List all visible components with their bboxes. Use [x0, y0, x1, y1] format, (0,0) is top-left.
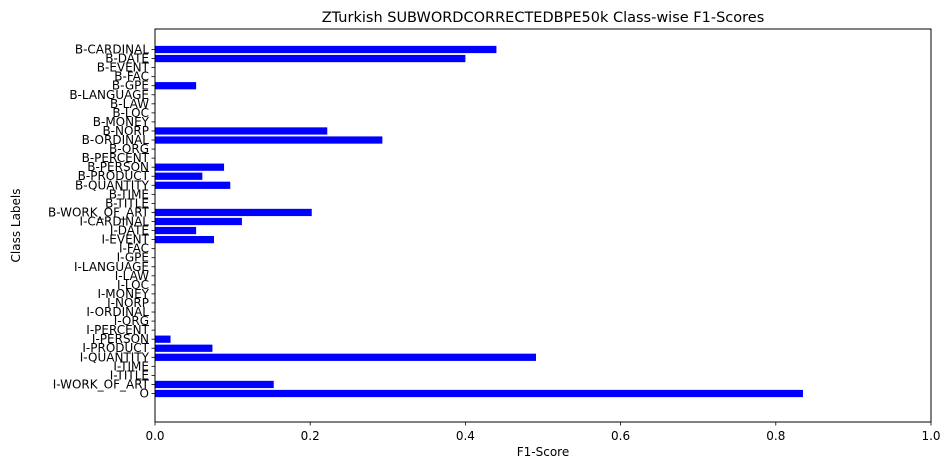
y-tick-label: I-QUANTITY [80, 350, 150, 364]
bar-b-norp [155, 127, 328, 135]
y-tick-label: I-EVENT [101, 233, 149, 247]
plot-frame [154, 28, 932, 423]
x-tick-label: 0.4 [456, 429, 475, 443]
y-tick-label: O [140, 387, 149, 401]
y-tick-label: B-LAW [110, 97, 149, 111]
y-tick-label: B-GPE [112, 79, 149, 93]
y-tick-label: I-PERCENT [86, 323, 149, 337]
y-tick-label: I-MONEY [97, 287, 149, 301]
y-tick-label: B-WORK_OF_ART [48, 205, 150, 219]
bar-b-ordinal [155, 136, 383, 144]
bar-i-date [155, 226, 197, 235]
y-tick-label: I-TIME [113, 359, 149, 373]
y-tick-label: I-GPE [117, 251, 149, 265]
y-tick-label: I-CARDINAL [80, 215, 150, 229]
y-tick-label: I-ORG [114, 314, 149, 328]
y-tick-label: I-PERSON [92, 332, 149, 346]
y-tick-label: I-NORP [107, 296, 149, 310]
y-tick-label: I-DATE [110, 224, 149, 238]
bar-b-person [155, 163, 225, 171]
x-tick-label: 0.0 [145, 429, 164, 443]
y-tick-label: I-TITLE [110, 368, 149, 382]
y-tick-label: B-LANGUAGE [69, 88, 149, 102]
bar-o [155, 389, 803, 398]
bar-i-product [155, 344, 213, 352]
y-tick-label: B-CARDINAL [75, 43, 149, 57]
bar-i-person [155, 335, 171, 343]
x-tick-label: 0.8 [766, 429, 785, 443]
bar-i-cardinal [155, 217, 242, 226]
bar-b-quantity [155, 181, 231, 189]
y-tick-label: I-FAC [119, 242, 149, 256]
y-tick-label: B-ORDINAL [82, 133, 150, 147]
y-tick-label: I-LAW [115, 269, 149, 283]
x-tick-label: 0.6 [611, 429, 630, 443]
bar-b-product [155, 172, 203, 180]
y-tick-label: B-TITLE [105, 196, 149, 210]
y-tick-label: B-FAC [114, 70, 149, 84]
y-tick-label: I-ORDINAL [86, 305, 149, 319]
y-tick-label: B-LOC [112, 106, 149, 120]
chart-title: ZTurkish SUBWORDCORRECTEDBPE50k Class-wi… [322, 10, 765, 26]
y-tick-label: B-MONEY [93, 115, 150, 129]
bar-b-date [155, 54, 466, 63]
bar-b-work_of_art [155, 208, 312, 217]
x-axis-label: F1-Score [517, 445, 569, 459]
y-tick-label: I-LOC [117, 278, 149, 292]
y-tick-label: B-PRODUCT [78, 169, 150, 183]
y-tick-label: B-PERCENT [82, 151, 150, 165]
bar-b-cardinal [155, 45, 497, 54]
y-tick-label: B-PERSON [87, 160, 149, 174]
x-tick-label: 1.0 [921, 429, 940, 443]
x-tick-label: 0.2 [301, 429, 320, 443]
bars-group [155, 45, 803, 398]
x-axis-ticks: 0.0 0.2 0.4 0.6 0.8 1.0 [145, 422, 941, 443]
bar-i-quantity [155, 353, 537, 361]
bar-i-work_of_art [155, 380, 274, 389]
y-tick-label: B-NORP [102, 124, 149, 138]
y-tick-label: B-ORG [109, 142, 149, 156]
y-tick-label: B-QUANTITY [75, 178, 150, 192]
bar-i-event [155, 235, 214, 244]
bar-b-gpe [155, 82, 197, 90]
y-tick-label: I-PRODUCT [82, 341, 149, 355]
y-tick-label: B-DATE [105, 52, 149, 66]
y-tick-label: B-EVENT [97, 61, 150, 75]
y-tick-label: I-WORK_OF_ART [53, 377, 150, 391]
y-axis-ticks: B-CARDINALB-DATEB-EVENTB-FACB-GPEB-LANGU… [48, 43, 155, 401]
y-axis-label: Class Labels [9, 188, 23, 262]
y-tick-label: B-TIME [109, 187, 149, 201]
y-tick-label: I-LANGUAGE [74, 260, 149, 274]
